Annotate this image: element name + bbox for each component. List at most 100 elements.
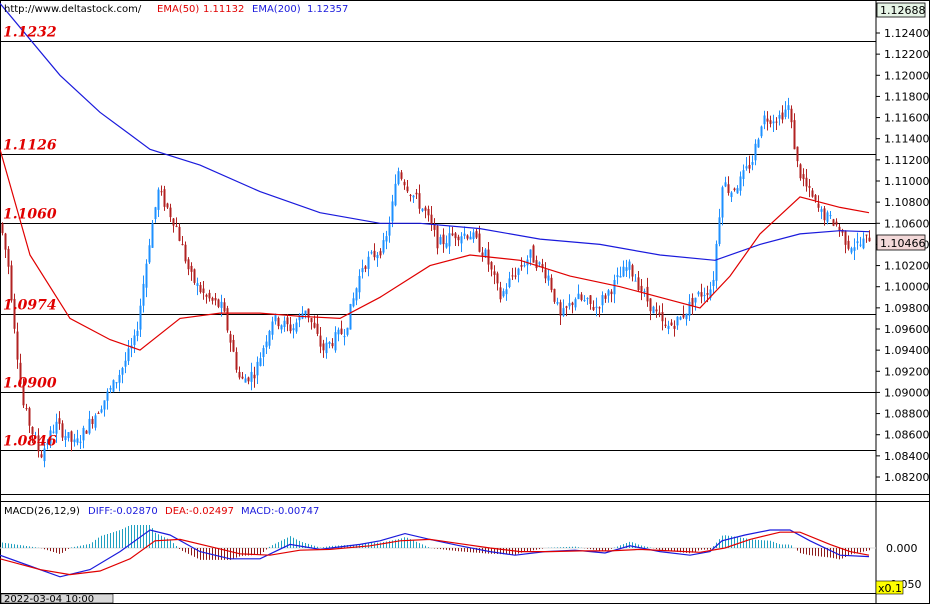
price-tick-4: 1.11600 bbox=[884, 112, 930, 125]
candle-body bbox=[136, 330, 139, 336]
candle-body bbox=[37, 435, 40, 452]
candle-body bbox=[400, 172, 403, 179]
candle-body bbox=[643, 291, 646, 293]
current-price-value: 1.10466 bbox=[880, 237, 926, 250]
candle-body bbox=[694, 297, 697, 303]
candle-body bbox=[613, 280, 616, 295]
candle-body bbox=[688, 301, 691, 316]
candle-body bbox=[799, 164, 802, 179]
candle-body bbox=[835, 221, 838, 225]
candle-body bbox=[754, 143, 757, 161]
price-tick-0: 1.12400 bbox=[884, 27, 930, 40]
candle-body bbox=[853, 247, 856, 251]
candle-body bbox=[226, 308, 229, 331]
candle-body bbox=[628, 261, 631, 270]
candle-body bbox=[715, 243, 718, 281]
candle-body bbox=[508, 278, 511, 287]
candle-body bbox=[202, 288, 205, 293]
date-label: 2022-03-04 10:00 bbox=[4, 594, 94, 604]
level-label-2: 1.1060 bbox=[3, 207, 57, 223]
zoom-badge[interactable] bbox=[875, 580, 904, 595]
candle-body bbox=[349, 304, 352, 330]
level-labels: 1.1232 1.1126 1.1060 1.0974 1.0900 1.0846 bbox=[3, 25, 57, 450]
candle-body bbox=[397, 171, 400, 185]
candle-body bbox=[616, 275, 619, 278]
candle-body bbox=[529, 249, 532, 258]
candle-body bbox=[658, 312, 661, 315]
candle-body bbox=[514, 275, 517, 277]
candle-body bbox=[802, 174, 805, 180]
candle-body bbox=[385, 236, 388, 242]
candle-body bbox=[670, 322, 673, 326]
candle-body bbox=[523, 265, 526, 267]
price-tick-16: 1.09200 bbox=[884, 365, 930, 378]
price-tick-14: 1.09600 bbox=[884, 323, 930, 336]
candle-body bbox=[172, 218, 175, 226]
candle-body bbox=[541, 264, 544, 268]
candle-body bbox=[94, 415, 97, 428]
candle-body bbox=[250, 371, 253, 382]
candle-body bbox=[601, 295, 604, 306]
candle-body bbox=[133, 335, 136, 346]
price-tick-12: 1.10000 bbox=[884, 281, 930, 294]
candle-body bbox=[40, 454, 43, 458]
candle-body bbox=[223, 302, 226, 312]
candle-body bbox=[811, 190, 814, 197]
candle-body bbox=[100, 409, 103, 413]
candle-body bbox=[829, 215, 832, 217]
ema50-line bbox=[0, 149, 870, 351]
candle-body bbox=[13, 298, 16, 329]
candle-body bbox=[163, 189, 166, 207]
source-url[interactable]: http://www.deltastock.com/ bbox=[4, 4, 142, 15]
support-resistance-levels bbox=[0, 41, 876, 451]
candle-body bbox=[277, 317, 280, 327]
candle-body bbox=[67, 432, 70, 439]
candle-body bbox=[433, 225, 436, 230]
price-tick-2: 1.12000 bbox=[884, 69, 930, 82]
candle-body bbox=[28, 408, 31, 426]
candle-body bbox=[355, 288, 358, 301]
level-label-3: 1.0974 bbox=[3, 298, 57, 314]
candle-body bbox=[472, 232, 475, 240]
candle-body bbox=[181, 244, 184, 246]
candle-body bbox=[97, 412, 100, 414]
candle-body bbox=[571, 302, 574, 306]
candle-body bbox=[586, 298, 589, 300]
candle-body bbox=[247, 377, 250, 382]
candle-body bbox=[88, 418, 91, 434]
candle-body bbox=[169, 207, 172, 218]
price-tick-17: 1.09000 bbox=[884, 386, 930, 399]
candle-body bbox=[211, 297, 214, 301]
top-price-value: 1.12688 bbox=[880, 4, 926, 17]
candle-body bbox=[325, 342, 328, 354]
candle-body bbox=[421, 208, 424, 211]
candle-body bbox=[157, 189, 160, 210]
candle-body bbox=[817, 203, 820, 208]
macd-label: MACD(26,12,9) bbox=[4, 506, 80, 517]
candle-body bbox=[625, 267, 628, 271]
candle-body bbox=[406, 186, 409, 192]
candle-body bbox=[661, 312, 664, 322]
candle-body bbox=[274, 314, 277, 322]
macd-dea-label: DEA:-0.02497 bbox=[165, 506, 234, 517]
candle-body bbox=[517, 268, 520, 275]
macd-diff-label: DIFF:-0.02870 bbox=[88, 506, 158, 517]
candle-body bbox=[79, 441, 82, 443]
candle-body bbox=[736, 188, 739, 194]
candle-body bbox=[787, 105, 790, 110]
candle-body bbox=[199, 285, 202, 293]
candle-body bbox=[577, 293, 580, 300]
candle-body bbox=[415, 192, 418, 195]
candle-body bbox=[448, 233, 451, 247]
level-label-1: 1.1126 bbox=[3, 138, 57, 154]
zoom-label[interactable]: x0.1 bbox=[878, 582, 902, 595]
candle-body bbox=[16, 331, 19, 360]
candle-body bbox=[775, 121, 778, 123]
macd-zero-tick: 0.000 bbox=[886, 542, 918, 555]
candle-body bbox=[436, 225, 439, 249]
candle-body bbox=[742, 170, 745, 180]
candle-body bbox=[115, 382, 118, 384]
price-tick-6: 1.11200 bbox=[884, 154, 930, 167]
